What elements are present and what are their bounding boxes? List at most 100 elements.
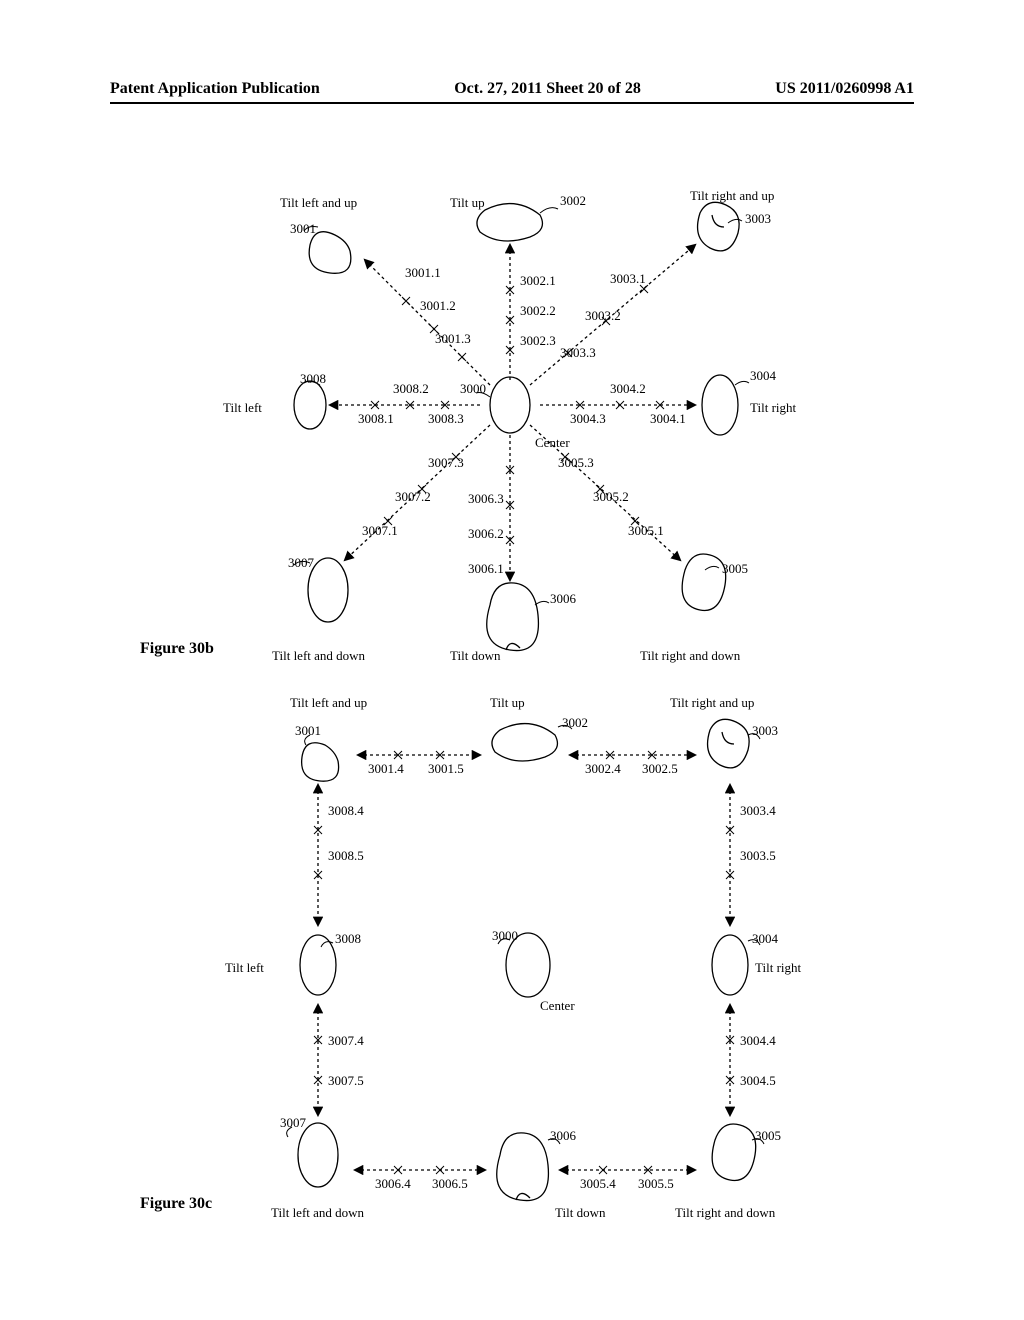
ref-3005: 3005	[722, 561, 748, 576]
ref-3003-2: 3003.2	[585, 308, 621, 323]
blob2-3003	[708, 719, 750, 768]
cap-td-c: Tilt down	[555, 1205, 605, 1221]
ref-3006-4: 3006.4	[375, 1176, 411, 1191]
ref2-3002: 3002	[562, 715, 588, 730]
ref-3007-3: 3007.3	[428, 455, 464, 470]
ref2-3008: 3008	[335, 931, 361, 946]
blob2-3004	[712, 935, 748, 995]
arrow-3008-3007	[314, 1005, 322, 1115]
blob2-3007	[298, 1123, 338, 1187]
blob-3008	[294, 381, 326, 429]
arrow-3007-3006	[355, 1166, 485, 1174]
header-center: Oct. 27, 2011 Sheet 20 of 28	[454, 80, 641, 98]
arrow-3006-3005	[560, 1166, 695, 1174]
arrow-3003-3004	[726, 785, 734, 925]
ref-3005-3: 3005.3	[558, 455, 594, 470]
blob-3005	[682, 554, 726, 610]
blob2-3002	[492, 724, 558, 761]
ref-3004-3: 3004.3	[570, 411, 606, 426]
arrow-3004-3005	[726, 1005, 734, 1115]
arrow-3002	[506, 245, 514, 380]
ref-3003: 3003	[745, 211, 771, 226]
ref-3001-5: 3001.5	[428, 761, 464, 776]
ref-3001: 3001	[290, 221, 316, 236]
ref-3006-5: 3006.5	[432, 1176, 468, 1191]
ref-3007-1: 3007.1	[362, 523, 398, 538]
cap-tu-b: Tilt up	[450, 195, 485, 211]
ref-3002: 3002	[560, 193, 586, 208]
ref-3004: 3004	[750, 368, 777, 383]
blob-3003-notch	[712, 215, 724, 227]
ref-3008-3: 3008.3	[428, 411, 464, 426]
figure-30b-label: Figure 30b	[140, 640, 214, 658]
cap-tru-b: Tilt right and up	[690, 188, 774, 204]
arrow-3002-3003	[570, 751, 695, 759]
ref-3006: 3006	[550, 591, 577, 606]
header-right: US 2011/0260998 A1	[775, 80, 914, 98]
blob2-3006	[497, 1133, 549, 1201]
ref-3006-3: 3006.3	[468, 491, 504, 506]
cap-trd-c: Tilt right and down	[675, 1205, 775, 1221]
cap-tlu-c: Tilt left and up	[290, 695, 367, 711]
blob-3000	[490, 377, 530, 433]
blob2-3008	[300, 935, 336, 995]
ref-3002-5: 3002.5	[642, 761, 678, 776]
arrow-3006	[506, 435, 514, 580]
ref-3004-4: 3004.4	[740, 1033, 776, 1048]
ref-3003-3: 3003.3	[560, 345, 596, 360]
ref-3005-4: 3005.4	[580, 1176, 616, 1191]
ref-3003-1: 3003.1	[610, 271, 646, 286]
cap-tld-c: Tilt left and down	[271, 1205, 364, 1221]
blob2-3001	[302, 743, 339, 781]
page-header: Patent Application Publication Oct. 27, …	[110, 80, 914, 104]
blob-3007	[308, 558, 348, 622]
ref-3008: 3008	[300, 371, 326, 386]
ref-3006-1: 3006.1	[468, 561, 504, 576]
blob-3006	[487, 583, 539, 651]
ref-3004-5: 3004.5	[740, 1073, 776, 1088]
ref-3004-2: 3004.2	[610, 381, 646, 396]
ref-3007-2: 3007.2	[395, 489, 431, 504]
ref-3001-1: 3001.1	[405, 265, 441, 280]
caption-center-b: Center	[535, 435, 570, 450]
blob2-3005	[712, 1124, 756, 1180]
ref2-3007: 3007	[280, 1115, 307, 1130]
arrow-3001-3008	[314, 785, 322, 925]
blob-3004	[702, 375, 738, 435]
ref-3001-3: 3001.3	[435, 331, 471, 346]
caption-center-c: Center	[540, 998, 575, 1013]
ref-3002-1: 3002.1	[520, 273, 556, 288]
ref2-3005: 3005	[755, 1128, 781, 1143]
cap-td-b: Tilt down	[450, 648, 500, 664]
header-left: Patent Application Publication	[110, 80, 320, 98]
ref-3003-5: 3003.5	[740, 848, 776, 863]
ref-3007-5: 3007.5	[328, 1073, 364, 1088]
figure-30b-svg: 3000 3001 3002 3003 3004 3005 3006 3007 …	[140, 175, 880, 675]
cap-trd-b: Tilt right and down	[640, 648, 740, 664]
blob-3003	[698, 202, 740, 251]
cap-tr-c: Tilt right	[755, 960, 801, 976]
arrow-3001-3002	[358, 751, 480, 759]
cap-tr-b: Tilt right	[750, 400, 796, 416]
ref2-3003: 3003	[752, 723, 778, 738]
ref2-3004: 3004	[752, 931, 779, 946]
figure-30c-svg: 3001 3002 3003 3004 3005 3006 3007 3008 …	[140, 685, 880, 1215]
ref-3008-1: 3008.1	[358, 411, 394, 426]
ref-3001-2: 3001.2	[420, 298, 456, 313]
ref-3005-2: 3005.2	[593, 489, 629, 504]
ref-3002-4: 3002.4	[585, 761, 621, 776]
ref-3007-4: 3007.4	[328, 1033, 364, 1048]
blob-3002	[477, 204, 543, 241]
arrow-3004	[540, 401, 695, 409]
cap-tu-c: Tilt up	[490, 695, 525, 711]
ref-3005-1: 3005.1	[628, 523, 664, 538]
cap-tru-c: Tilt right and up	[670, 695, 754, 711]
cap-tlu-b: Tilt left and up	[280, 195, 357, 211]
figure-30c-label: Figure 30c	[140, 1195, 212, 1213]
arrow-3008	[330, 401, 480, 409]
ref-3003-4: 3003.4	[740, 803, 776, 818]
cap-tl-b: Tilt left	[223, 400, 262, 416]
ref-3008-2: 3008.2	[393, 381, 429, 396]
ref-3007: 3007	[288, 555, 315, 570]
ref-3002-2: 3002.2	[520, 303, 556, 318]
